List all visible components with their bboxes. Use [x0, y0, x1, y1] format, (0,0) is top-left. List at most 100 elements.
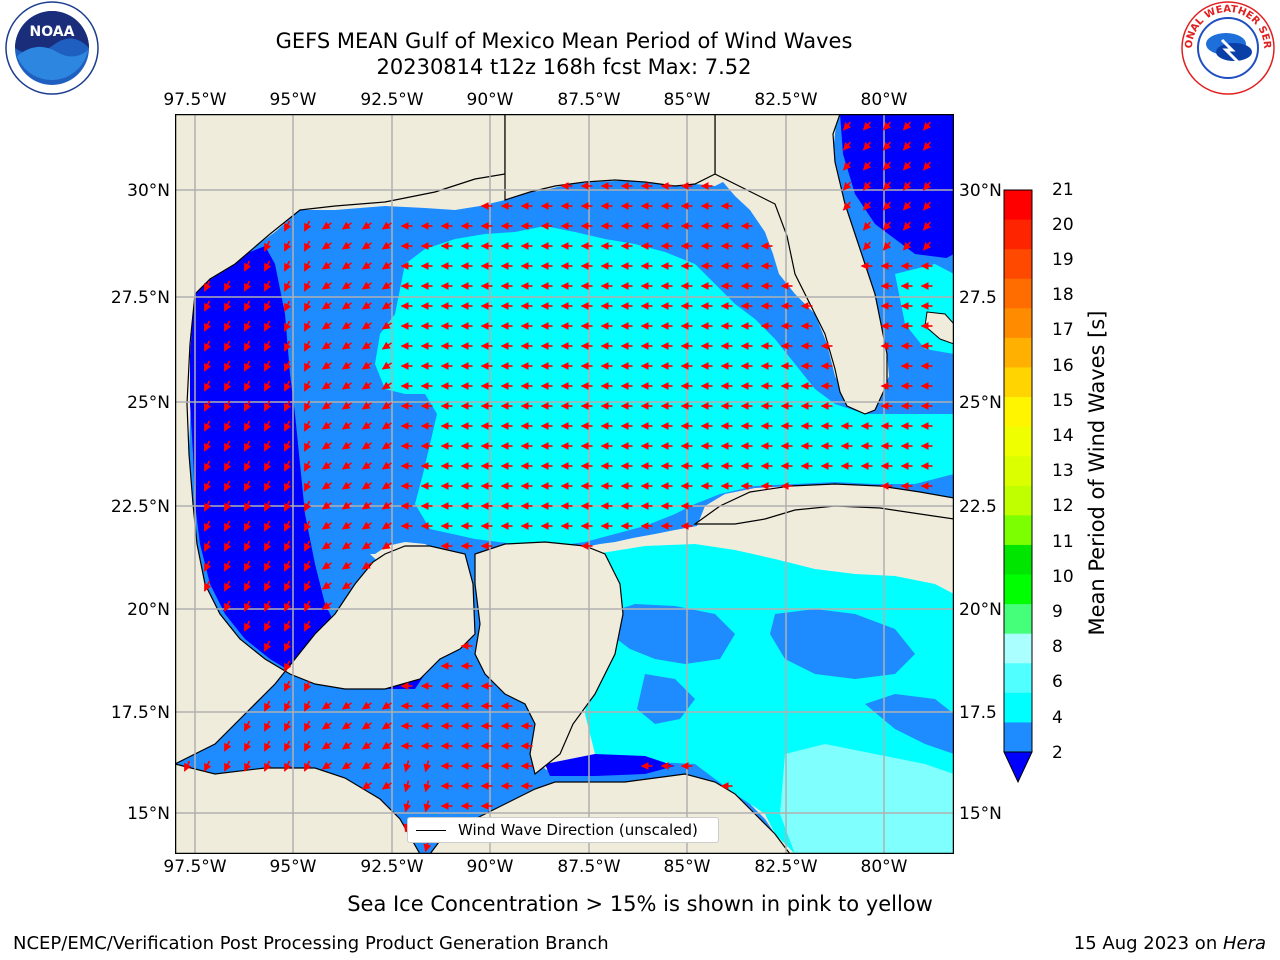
wind-arrow	[243, 320, 252, 332]
colorbar-tick: 21	[1052, 180, 1074, 200]
wind-arrow	[381, 321, 392, 330]
wind-arrow	[361, 281, 372, 290]
wind-arrow	[243, 740, 252, 752]
wind-arrow	[303, 560, 312, 572]
map-frame: Wind Wave Direction (unscaled)	[174, 113, 955, 855]
wind-arrow	[203, 500, 212, 512]
wind-arrow	[283, 340, 292, 352]
wind-arrow	[223, 580, 232, 592]
wind-arrow	[243, 480, 252, 492]
colorbar-segment	[1004, 397, 1032, 428]
wind-arrow	[922, 141, 932, 151]
colorbar-tick: 14	[1052, 426, 1074, 446]
wind-arrow	[361, 361, 372, 370]
wind-arrow	[341, 381, 352, 390]
wind-arrow	[263, 640, 272, 652]
wind-arrow	[263, 280, 272, 292]
wind-arrow	[862, 221, 872, 231]
wind-arrow	[321, 361, 332, 370]
wind-arrow	[361, 461, 372, 470]
wind-arrow	[341, 701, 352, 710]
nws-logo: NATIONAL WEATHER SERVICE	[1174, 0, 1278, 100]
lon-tick-top: 92.5°W	[360, 90, 424, 110]
wind-arrow	[341, 421, 352, 430]
wind-arrow	[361, 321, 372, 330]
wind-arrow	[381, 441, 392, 450]
wind-arrow	[321, 221, 332, 230]
wind-arrow	[283, 280, 292, 292]
lon-tick-bottom: 95°W	[269, 857, 317, 877]
noaa-logo: NOAA	[2, 0, 102, 100]
wind-arrow	[381, 781, 392, 790]
wind-arrow	[303, 620, 312, 632]
wind-arrow	[341, 321, 352, 330]
wind-arrow	[303, 220, 312, 232]
wind-arrow	[341, 481, 352, 490]
wind-arrow	[223, 320, 232, 332]
wind-arrow	[303, 600, 312, 612]
wind-arrow	[361, 241, 372, 250]
wind-arrow	[361, 521, 372, 530]
wind-arrow	[341, 281, 352, 290]
wind-arrow	[902, 181, 912, 191]
wind-arrow	[381, 701, 392, 710]
wind-arrow	[321, 761, 332, 770]
wind-arrow	[381, 521, 392, 530]
colorbar-tick: 15	[1052, 391, 1074, 411]
wind-arrow	[263, 400, 272, 412]
wind-arrow	[243, 400, 252, 412]
wind-arrow	[321, 521, 332, 530]
colorbar-segment	[1004, 485, 1032, 516]
colorbar-segment	[1004, 722, 1032, 753]
wind-arrow	[361, 261, 372, 270]
wind-arrow	[902, 221, 912, 231]
colorbar-segment	[1004, 308, 1032, 339]
wind-arrow	[283, 620, 292, 632]
lon-tick-bottom: 92.5°W	[360, 857, 424, 877]
wind-arrow	[303, 260, 312, 272]
wind-arrow	[381, 481, 392, 490]
wind-arrow	[341, 521, 352, 530]
wind-arrow	[862, 181, 872, 191]
wind-arrow	[303, 740, 312, 752]
wind-arrow	[283, 460, 292, 472]
wind-arrow	[321, 581, 332, 590]
wind-arrow	[423, 800, 432, 813]
wind-arrow	[303, 520, 312, 532]
wind-arrow	[341, 541, 352, 550]
wind-arrow	[361, 401, 372, 410]
lon-tick-bottom: 82.5°W	[754, 857, 818, 877]
wind-arrow	[361, 381, 372, 390]
wind-arrow	[321, 421, 332, 430]
lon-tick-top: 80°W	[860, 90, 908, 110]
colorbar-tick: 18	[1052, 285, 1074, 305]
wind-arrow	[862, 201, 872, 211]
wind-arrow	[283, 760, 292, 772]
wind-arrow	[303, 580, 312, 592]
colorbar-segment	[1004, 663, 1032, 694]
colorbar-label: Mean Period of Wind Waves [s]	[1085, 310, 1109, 636]
western-dark-band	[190, 246, 425, 689]
wind-arrow	[321, 401, 332, 410]
chart-subtitle: 20230814 t12z 168h fcst Max: 7.52	[376, 55, 752, 79]
colorbar-tick: 13	[1052, 461, 1074, 481]
wind-arrow	[243, 520, 252, 532]
wind-arrow	[263, 760, 272, 772]
wind-arrow	[263, 500, 272, 512]
lat-tick-right: 22.5	[959, 497, 997, 517]
footer-date-text: 15 Aug 2023 on	[1073, 933, 1223, 954]
wind-arrow	[321, 701, 332, 710]
wind-arrow	[223, 560, 232, 572]
colorbar-tick: 17	[1052, 320, 1074, 340]
colorbar-tick: 12	[1052, 496, 1074, 516]
lat-tick-left: 15°N	[127, 804, 170, 824]
cuba-land	[693, 483, 954, 525]
colorbar-segment	[1004, 249, 1032, 280]
wind-arrow	[381, 221, 392, 230]
wind-arrow	[862, 241, 872, 251]
lon-tick-top: 85°W	[663, 90, 711, 110]
wind-arrow	[321, 241, 332, 250]
wind-arrow	[203, 300, 212, 312]
wind-arrow	[203, 380, 212, 392]
wind-arrow	[321, 341, 332, 350]
